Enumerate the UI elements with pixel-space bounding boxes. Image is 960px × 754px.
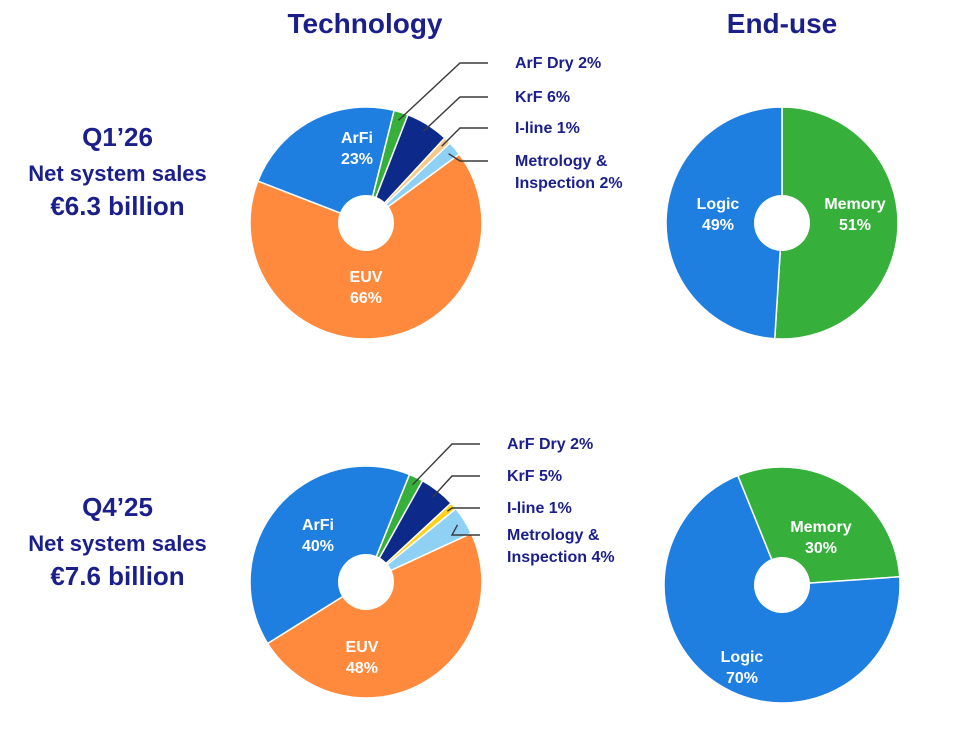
period-subtitle: Net system sales — [28, 531, 207, 556]
technology-title: Technology — [287, 8, 443, 39]
donut-hole — [754, 557, 810, 613]
end-use-title: End-use — [726, 8, 838, 39]
leader-line-metrology-inspection — [450, 524, 480, 536]
leader-line-i-line — [447, 507, 480, 512]
slice-arfi — [249, 465, 411, 645]
slice-label-arf-dry: ArF Dry 2% — [507, 436, 593, 453]
slice-label-krf: KrF 5% — [507, 468, 562, 485]
slice-label-euv: EUV 48% — [346, 639, 379, 677]
leader-line-krf — [422, 96, 488, 133]
period-sales-value: €7.6 billion — [50, 561, 185, 591]
slice-label-memory: Memory 30% — [790, 519, 851, 557]
slice-label-logic: Logic 70% — [721, 649, 764, 687]
donut-technology-q1-26: EUV 66% ArFi 23% ArF Dry 2% KrF 6% I-line 1% Me… — [249, 55, 623, 340]
slice-arfi — [256, 106, 395, 225]
slice-logic — [665, 106, 783, 340]
period-label: Q1’26 — [82, 122, 153, 152]
slice-label-memory: Memory 51% — [824, 196, 885, 234]
period-label: Q4’25 — [82, 492, 153, 522]
donut-technology-q4-25: EUV 48% ArFi 40% ArF Dry 2% KrF 5% I-line 1% Me… — [249, 436, 615, 699]
slice-euv — [266, 532, 483, 699]
slice-memory — [773, 106, 899, 340]
slice-label-metrology-inspection: Metrology & Inspection 4% — [507, 527, 615, 566]
slice-label-arfi: ArFi 40% — [302, 517, 334, 555]
donut-end-use-q1-26: Memory 51% Logic 49% — [665, 106, 899, 340]
slice-label-logic: Logic 49% — [697, 196, 740, 234]
slice-label-metrology-inspection: Metrology & Inspection 2% — [515, 153, 623, 192]
period-q4-25: Q4’25 Net system sales €7.6 billion — [0, 492, 235, 592]
donut-hole — [754, 195, 810, 251]
slice-label-euv: EUV 66% — [350, 269, 383, 307]
slice-label-i-line: I-line 1% — [515, 120, 580, 137]
leader-line-arf-dry — [398, 62, 488, 121]
period-subtitle: Net system sales — [28, 161, 207, 186]
slice-label-i-line: I-line 1% — [507, 500, 572, 517]
leader-line-krf — [432, 475, 480, 498]
slice-label-arf-dry: ArF Dry 2% — [515, 55, 601, 72]
leader-line-arf-dry — [412, 443, 480, 486]
slice-memory — [736, 466, 901, 586]
leader-line-metrology-inspection — [448, 153, 488, 162]
donut-hole — [338, 195, 394, 251]
slice-label-krf: KrF 6% — [515, 89, 570, 106]
donut-end-use-q4-25: Memory 30% Logic 70% — [663, 466, 901, 704]
slice-label-arfi: ArFi 23% — [341, 130, 373, 168]
period-q1-26: Q1’26 Net system sales €6.3 billion — [0, 122, 235, 222]
period-sales-value: €6.3 billion — [50, 191, 185, 221]
leader-line-i-line — [441, 127, 488, 147]
donut-hole — [338, 554, 394, 610]
